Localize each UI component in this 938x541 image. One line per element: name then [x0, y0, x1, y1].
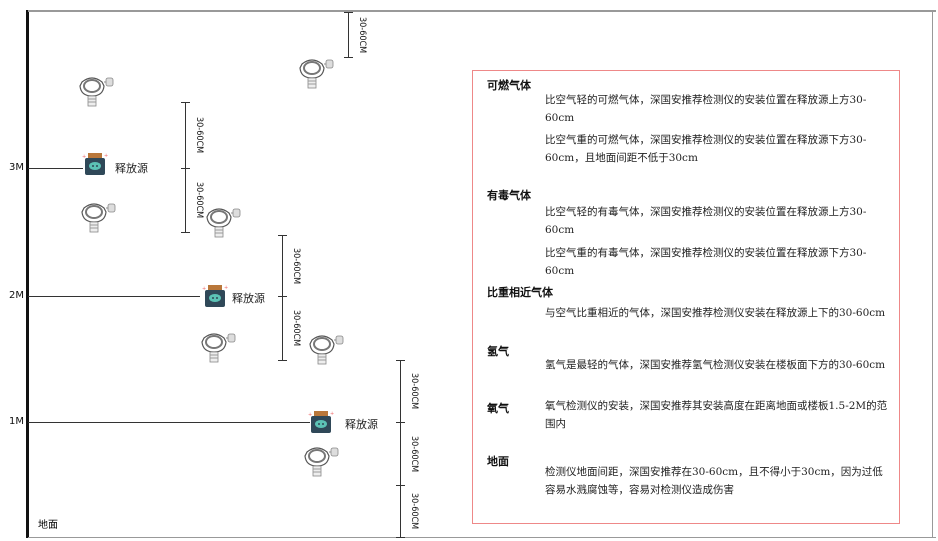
dimension-label: 30-60CM [409, 493, 419, 530]
dimension-tick [344, 12, 353, 13]
release-source-label: 释放源 [345, 418, 378, 431]
combustible-light-text: 比空气轻的可燃气体，深国安推荐检测仪的安装位置在释放源上方30-60cm [545, 94, 867, 124]
ceiling-line [28, 10, 936, 12]
dimension-label: 30-60CM [194, 117, 204, 154]
oxygen-text: 氧气检测仪的安装，深国安推荐其安装高度在距离地面或楼板1.5-2M的范围内 [545, 400, 888, 430]
dimension-tick [278, 296, 287, 297]
svg-text:+: + [330, 411, 334, 417]
svg-text:+: + [308, 412, 312, 418]
dimension-tick [278, 235, 287, 236]
floor-title: 地面 [487, 455, 509, 468]
ground-label: 地面 [38, 520, 58, 531]
gas-detector-icon [303, 444, 339, 478]
gas-detector-icon [308, 332, 344, 366]
dimension-line [185, 102, 186, 168]
dimension-label: 30-60CM [291, 247, 301, 284]
similar-title: 比重相近气体 [487, 286, 553, 299]
dimension-label: 30-60CM [357, 16, 367, 53]
dimension-label: 30-60CM [291, 310, 301, 347]
similar-text: 与空气比重相近的气体，深国安推荐检测仪安装在释放源上下的30-60cm [545, 307, 886, 319]
dimension-label: 30-60CM [409, 435, 419, 472]
combustible-title: 可燃气体 [487, 79, 531, 92]
release-source-label: 释放源 [232, 292, 265, 305]
level-3m: 3M [9, 162, 24, 173]
level-3m-line [28, 168, 83, 169]
gas-detector-icon [298, 56, 334, 90]
combustible-heavy-text: 比空气重的可燃气体，深国安推荐检测仪的安装位置在释放源下方30-60cm，且地面… [545, 134, 867, 164]
toxic-light-text: 比空气轻的有毒气体，深国安推荐检测仪的安装位置在释放源上方30-60cm [545, 206, 867, 236]
gas-detector-icon [80, 200, 116, 234]
level-1m: 1M [9, 416, 24, 427]
dimension-tick [278, 360, 287, 361]
svg-text:+: + [224, 285, 228, 291]
dimension-tick [181, 102, 190, 103]
release-source-icon: + + [82, 152, 108, 176]
dimension-tick [344, 57, 353, 58]
gas-detector-icon [200, 330, 236, 364]
dimension-line [282, 296, 283, 360]
svg-text:+: + [82, 154, 86, 160]
svg-text:+: + [202, 286, 206, 292]
level-2m-line [28, 296, 200, 297]
wall-axis [26, 10, 29, 538]
dimension-label: 30-60CM [409, 373, 419, 410]
gas-detector-icon [78, 74, 114, 108]
release-source-label: 释放源 [115, 162, 148, 175]
dimension-line [400, 422, 401, 485]
gas-detector-icon [205, 205, 241, 239]
dimension-tick [181, 232, 190, 233]
oxygen-title: 氧气 [487, 402, 509, 415]
dimension-line [400, 485, 401, 537]
dimension-line [185, 168, 186, 232]
dimension-tick [396, 485, 405, 486]
notes-panel: 可燃气体 比空气轻的可燃气体，深国安推荐检测仪的安装位置在释放源上方30-60c… [472, 70, 900, 524]
floor-line [28, 537, 936, 538]
floor-text: 检测仪地面间距，深国安推荐在30-60cm，且不得小于30cm，因为过低容易水溅… [545, 466, 883, 496]
svg-text:+: + [104, 153, 108, 159]
toxic-heavy-text: 比空气重的有毒气体，深国安推荐检测仪的安装位置在释放源下方30-60cm [545, 247, 867, 277]
right-wall-line [932, 10, 933, 538]
dimension-label: 30-60CM [194, 182, 204, 219]
release-source-icon: + + [202, 284, 228, 308]
hydrogen-title: 氢气 [487, 345, 509, 358]
dimension-tick [396, 422, 405, 423]
release-source-icon: + + [308, 410, 334, 434]
dimension-line [282, 235, 283, 296]
dimension-line [348, 12, 349, 57]
dimension-line [400, 360, 401, 422]
level-2m: 2M [9, 290, 24, 301]
dimension-tick [181, 168, 190, 169]
dimension-tick [396, 537, 405, 538]
dimension-tick [396, 360, 405, 361]
hydrogen-text: 氢气是最轻的气体，深国安推荐氢气检测仪安装在楼板面下方的30-60cm [545, 359, 886, 371]
toxic-title: 有毒气体 [487, 189, 531, 202]
level-1m-line [28, 422, 310, 423]
